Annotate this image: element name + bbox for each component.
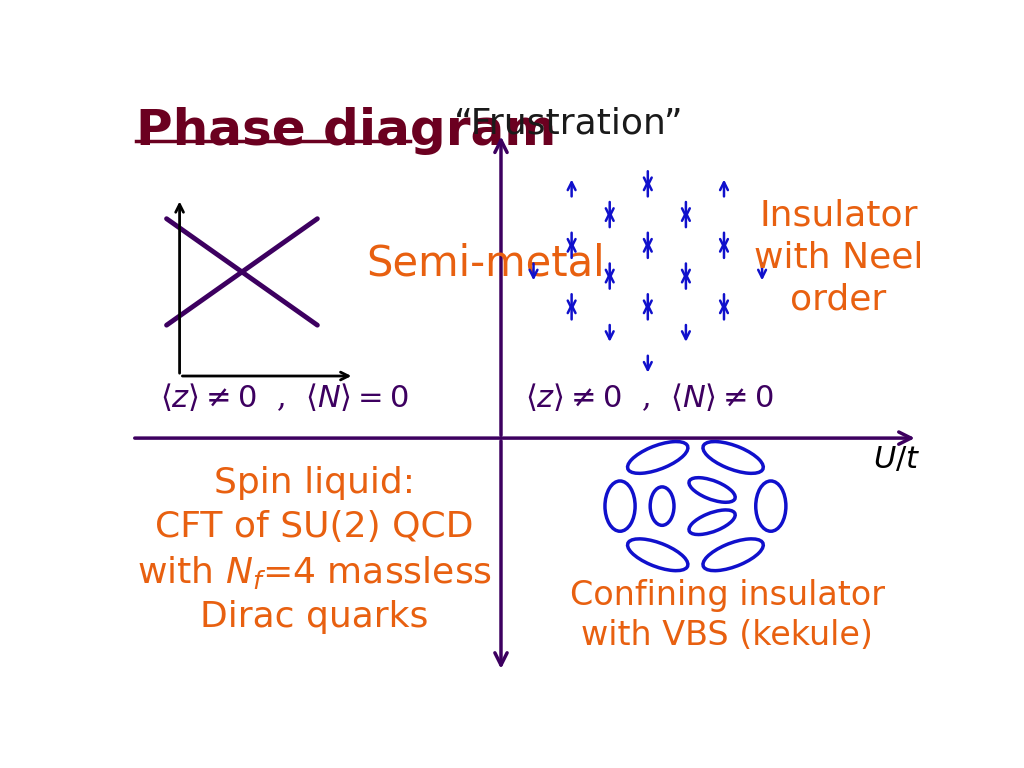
Text: Spin liquid:
CFT of SU(2) QCD
with $\mathit{N}_f$=4 massless
Dirac quarks: Spin liquid: CFT of SU(2) QCD with $\mat… bbox=[137, 466, 492, 634]
Text: Semi-metal: Semi-metal bbox=[367, 243, 605, 285]
Text: Confining insulator
with VBS (kekule): Confining insulator with VBS (kekule) bbox=[569, 578, 885, 652]
Text: Insulator
with Neel
order: Insulator with Neel order bbox=[754, 199, 923, 317]
Text: $\langle z \rangle \neq 0$  ,  $\langle N \rangle = 0$: $\langle z \rangle \neq 0$ , $\langle N … bbox=[160, 382, 409, 415]
Text: “Frustration”: “Frustration” bbox=[454, 107, 683, 141]
Text: Phase diagram: Phase diagram bbox=[136, 107, 556, 155]
Text: $U/t$: $U/t$ bbox=[872, 444, 920, 475]
Text: $\langle z \rangle \neq 0$  ,  $\langle N \rangle \neq 0$: $\langle z \rangle \neq 0$ , $\langle N … bbox=[524, 382, 773, 415]
